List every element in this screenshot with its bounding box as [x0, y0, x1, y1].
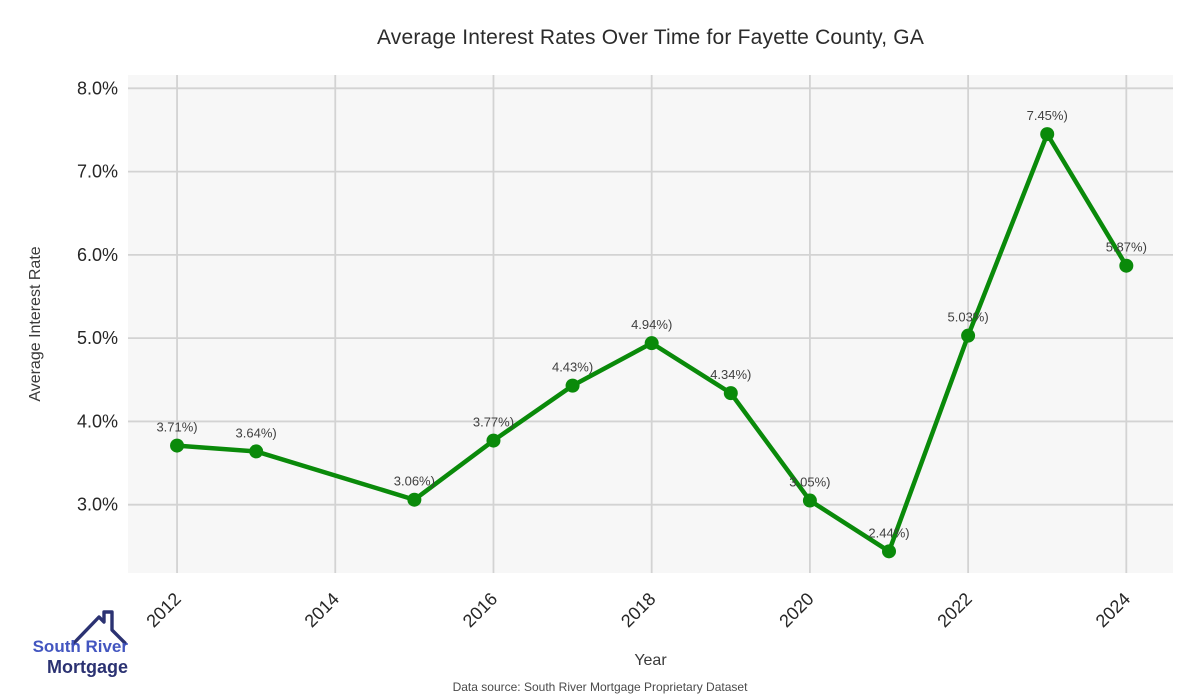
- data-point: [961, 328, 976, 343]
- data-point: [1040, 127, 1055, 142]
- y-tick-label: 5.0%: [77, 328, 118, 348]
- y-tick-label: 3.0%: [77, 495, 118, 515]
- x-tick-label: 2018: [617, 589, 659, 631]
- roof-path: [71, 610, 127, 646]
- data-point-label: 4.94%): [631, 317, 672, 332]
- chart-title: Average Interest Rates Over Time for Fay…: [376, 26, 925, 49]
- y-tick-label: 4.0%: [77, 411, 118, 431]
- x-axis-label: Year: [634, 652, 667, 669]
- south-river-mortgage-logo: South River Mortgage: [18, 610, 128, 690]
- house-roof-icon: [71, 610, 127, 646]
- data-point: [170, 438, 185, 453]
- x-tick-label: 2014: [301, 589, 343, 631]
- data-point-label: 5.03%): [948, 310, 989, 325]
- data-point-label: 3.06%): [394, 474, 435, 489]
- plot-area: [128, 75, 1173, 573]
- data-point: [882, 544, 897, 559]
- data-point: [486, 433, 501, 448]
- x-tick-label: 2012: [142, 589, 184, 631]
- data-point: [644, 336, 659, 351]
- y-tick-label: 7.0%: [77, 162, 118, 182]
- data-point: [802, 493, 817, 508]
- logo-text-line1: South River: [32, 637, 128, 656]
- data-point-label: 3.05%): [789, 475, 830, 490]
- x-tick-label: 2016: [459, 589, 501, 631]
- data-point-label: 7.45%): [1027, 108, 1068, 123]
- data-point: [249, 444, 264, 459]
- data-point-label: 4.43%): [552, 360, 593, 375]
- data-point: [565, 378, 580, 393]
- logo-text-line2: Mortgage: [47, 657, 128, 677]
- data-point-label: 4.34%): [710, 367, 751, 382]
- x-tick-label: 2020: [775, 589, 817, 631]
- y-tick-label: 6.0%: [77, 245, 118, 265]
- data-point-label: 3.71%): [156, 420, 197, 435]
- data-point: [723, 386, 738, 401]
- data-point: [407, 492, 422, 507]
- data-source-text: Data source: South River Mortgage Propri…: [452, 680, 748, 694]
- x-tick-label: 2024: [1092, 589, 1134, 631]
- y-axis-label: Average Interest Rate: [27, 246, 44, 402]
- data-point-label: 5.87%): [1106, 240, 1147, 255]
- data-point-label: 2.44%): [868, 525, 909, 540]
- y-tick-label: 8.0%: [77, 78, 118, 98]
- data-point: [1119, 258, 1134, 273]
- data-point-label: 3.64%): [236, 425, 277, 440]
- x-tick-label: 2022: [933, 589, 975, 631]
- trend-line: [174, 131, 1129, 554]
- data-point-label: 3.77%): [473, 415, 514, 430]
